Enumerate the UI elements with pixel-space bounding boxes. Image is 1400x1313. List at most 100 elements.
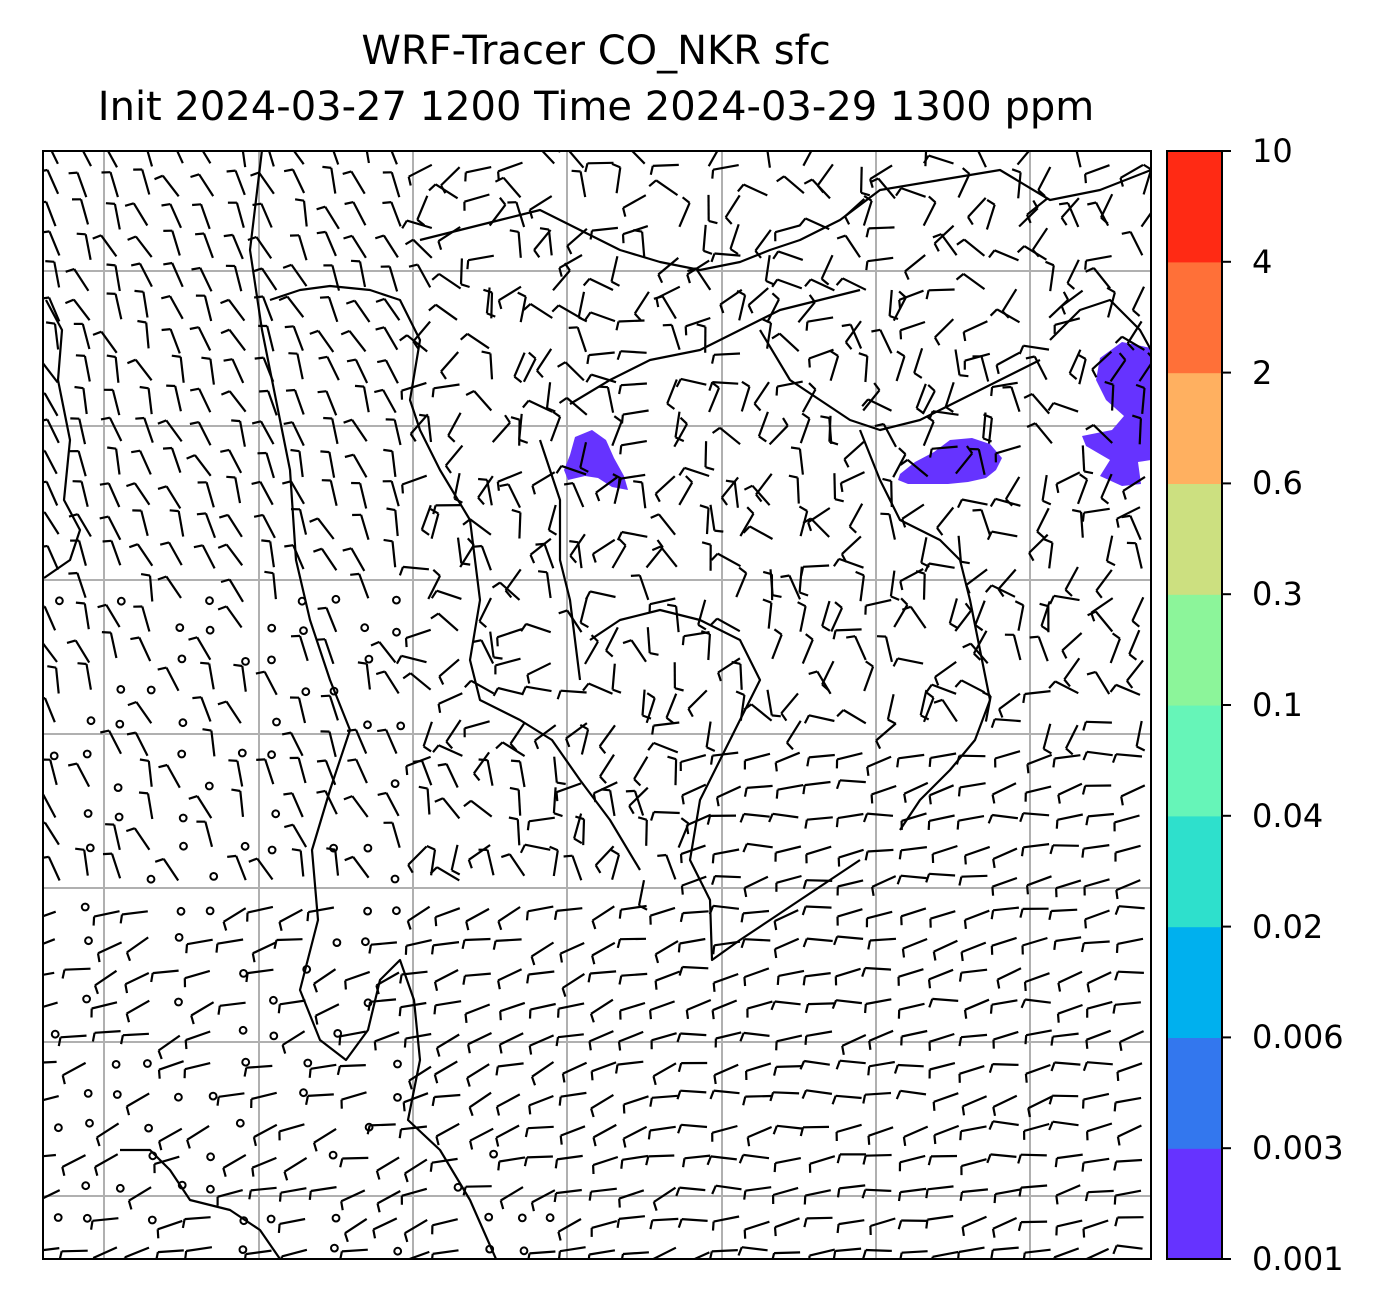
wind-barb-shaft [645,697,656,724]
wind-barb-flag [530,956,536,966]
wind-barb-shaft [140,510,149,537]
wind-barb-shaft [995,1188,1022,1196]
wind-barb-shaft [992,782,1017,796]
wind-barb-flag [798,217,807,227]
wind-barb-flag [233,140,242,141]
calm-wind-marker [302,964,312,974]
wind-barb-flag [342,170,352,175]
wind-barb-shaft [420,504,432,531]
wind-barb-shaft [261,296,274,322]
wind-barb-shaft [694,267,712,291]
wind-barb-flag [871,886,875,896]
wind-barb-shaft [991,936,1017,947]
wind-barb-shaft [744,752,771,762]
wind-barb-flag [154,857,165,863]
wind-barb-shaft [1086,1000,1113,1010]
wind-barb-shaft [434,969,459,983]
wind-barb-shaft [416,264,432,288]
wind-barb-shaft [339,1064,366,1068]
wind-barb-shaft [499,581,521,601]
wind-barb-flag [601,788,611,792]
wind-barb-shaft [618,1030,644,1043]
wind-barb-shaft [560,689,587,694]
wind-barb-flag [936,527,944,536]
wind-barb-flag [406,920,412,930]
wind-barb-shaft [466,332,490,350]
wind-barb-shaft [402,565,430,571]
wind-barb-flag [839,482,844,493]
wind-barb-shaft [772,1186,799,1197]
wind-barb-shaft [1061,632,1083,652]
wind-barb-shaft [107,516,122,541]
wind-barb-flag [591,553,597,563]
wind-barb-shaft [94,969,118,987]
wind-barb-flag [188,636,198,641]
wind-barb-shaft [518,512,522,539]
wind-barb-shaft [680,1089,707,1094]
wind-barb-flag [128,543,139,549]
wind-barb-flag [558,1096,562,1106]
wind-barb-flag [711,169,715,179]
wind-barb-flag [1126,342,1135,351]
wind-barb-shaft [844,198,866,218]
wind-barb-shaft [584,640,599,665]
wind-barb-flag [163,140,172,141]
wind-barb-shaft [276,938,303,942]
wind-barb-flag [158,1141,163,1151]
wind-barb-flag [555,792,559,802]
wind-barb-shaft [1109,359,1127,383]
wind-barb-shaft [992,1120,1019,1127]
wind-barb-flag [492,940,497,950]
wind-barb-shaft [1053,1247,1080,1259]
colorbar-label: 0.001 [1252,1240,1344,1278]
wind-barb-flag [928,757,932,767]
wind-barb-flag [898,850,903,860]
wind-barb-flag [803,1195,807,1205]
wind-barb-shaft [1138,361,1151,382]
wind-barb-flag [741,380,751,388]
wind-barb-flag [711,1185,717,1195]
wind-barb-flag [558,396,568,404]
wind-barb-shaft [929,1032,955,1043]
wind-barb-shaft [225,543,244,566]
wind-barb-shaft [892,296,907,322]
wind-barb-flag [743,703,753,711]
wind-barb-flag [808,382,817,391]
calm-wind-marker [484,1212,494,1222]
wind-barb-shaft [810,278,835,292]
wind-barb-flag [612,473,622,480]
wind-barb-shaft [799,418,811,444]
wind-barb-shaft [805,1089,833,1095]
wind-barb-flag [504,414,511,424]
wind-barb-flag [464,679,472,688]
wind-barb-flag [126,731,137,736]
wind-barb-flag [66,639,77,644]
wind-barb-flag [64,298,75,305]
wind-barb-flag [156,1229,160,1239]
wind-barb-flag [652,1201,658,1211]
wind-barb-shaft [807,1002,835,1006]
tracer-plume-west [564,430,628,490]
wind-barb-shaft [331,418,339,445]
wind-barb-shaft [82,388,88,415]
wind-barb-shaft [712,904,740,910]
wind-barb-flag [186,1139,191,1149]
wind-barb-shaft [995,445,1021,455]
calm-wind-marker [111,1060,121,1069]
wind-barb-flag [466,537,475,546]
wind-barb-shaft [1084,164,1110,176]
wind-barb-shaft [152,969,179,975]
wind-barb-shaft [785,720,802,744]
wind-barb-flag [497,299,503,310]
wind-barb-flag [642,714,652,720]
calm-wind-marker [392,906,401,916]
wind-barb-flag [1081,848,1085,858]
wind-barb-shaft [435,303,458,321]
wind-barb-flag [586,354,590,365]
wind-barb-flag [526,821,531,831]
wind-barb-shaft [146,151,154,167]
wind-barb-shaft [744,875,769,889]
wind-barb-flag [32,1251,33,1260]
calm-wind-marker [330,1243,339,1253]
wind-barb-shaft [767,602,773,629]
